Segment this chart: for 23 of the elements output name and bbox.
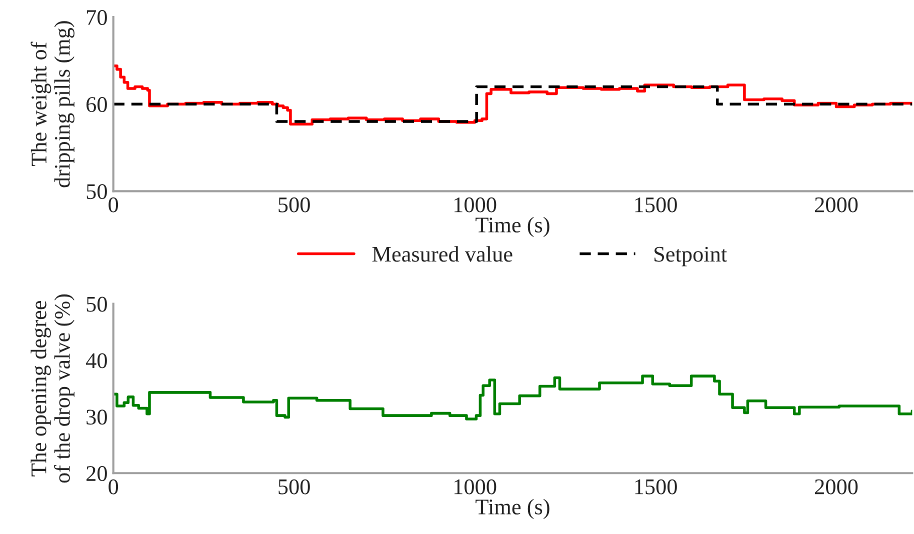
x-tick-label: 1500 xyxy=(635,479,677,494)
x-tick-label: 2000 xyxy=(815,479,858,494)
y-tick-label: 20 xyxy=(86,466,107,482)
x-tick-label: 1500 xyxy=(635,197,677,212)
x-axis-title: Time (s) xyxy=(476,498,550,519)
y-tick-label: 50 xyxy=(86,296,107,312)
y-tick-label: 70 xyxy=(87,10,107,26)
y-tick-label: 40 xyxy=(86,353,107,368)
x-tick-label: 1000 xyxy=(454,479,496,494)
y-axis-title: The weight of dripping pills (mg) xyxy=(30,21,74,188)
y-tick-label: 50 xyxy=(86,184,107,200)
x-tick-label: 500 xyxy=(278,479,310,494)
legend-label: Measured value xyxy=(372,246,512,262)
legend-label: Setpoint xyxy=(654,246,727,266)
y-axis-title: The opening degree of the drop valve (%) xyxy=(30,294,74,483)
x-tick-label: 1000 xyxy=(454,197,496,212)
x-axis-title: Time (s) xyxy=(476,216,550,238)
y-tick-label: 30 xyxy=(86,410,107,425)
x-tick-label: 0 xyxy=(108,479,118,494)
x-tick-label: 0 xyxy=(108,197,118,212)
x-tick-label: 2000 xyxy=(815,197,858,212)
y-tick-label: 60 xyxy=(86,97,107,112)
x-tick-label: 500 xyxy=(278,197,310,212)
